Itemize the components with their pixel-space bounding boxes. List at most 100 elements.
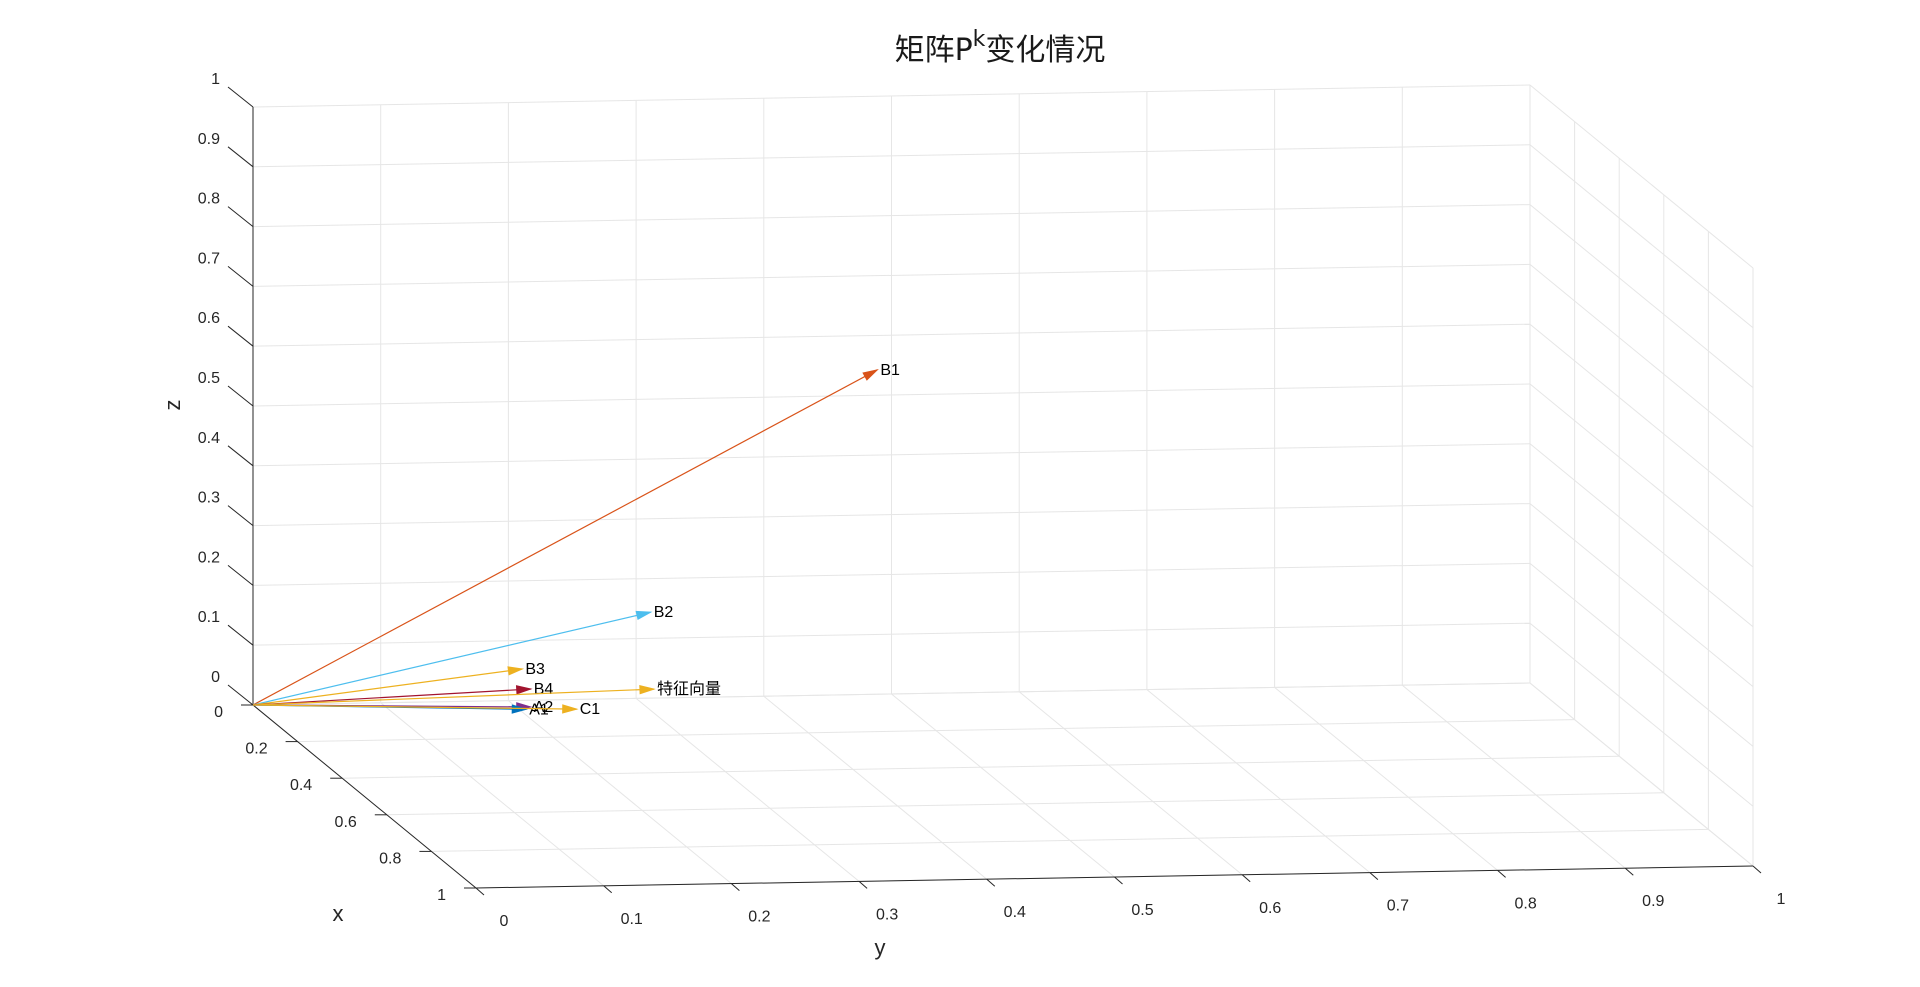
y-tick-mark [1624,867,1634,876]
grid-line-x-floor [342,755,1620,779]
grid-line-z-side [1529,383,1754,568]
y-tick-label: 1 [1777,891,1786,908]
vector-arrowhead [862,368,879,381]
vector-label: B2 [654,604,674,621]
vector-label: B4 [534,681,554,698]
z-tick-label: 0.4 [198,430,220,447]
grid-line-z-back [252,323,1531,347]
vector-label: B3 [525,661,545,678]
y-tick-mark [731,883,740,891]
z-tick-mark [227,146,254,168]
grid-line-z-back [252,84,1531,108]
grid-line-y-floor [1401,684,1626,869]
x-tick-label: 0.6 [335,814,357,831]
grid-line-z-side [1529,264,1754,448]
z-tick-mark [227,684,254,706]
grid-line-z-side [1529,503,1754,687]
z-tick-label: 0.8 [198,191,220,208]
grid-line-z-back [252,144,1531,168]
vector-arrowhead [511,704,529,714]
z-tick-label: 1 [211,71,220,88]
y-axis-label: y [875,935,886,960]
z-tick-label: 0.7 [198,250,220,267]
y-tick-mark [475,887,485,896]
vector-arrowhead [635,610,653,621]
grid-line-x-floor [386,792,1664,816]
grid-line-z-back [252,503,1531,527]
vector-arrowhead [639,685,656,695]
z-axis-label: z [160,400,185,411]
x-tick-label: 0.4 [290,777,312,794]
z-tick-mark [227,385,254,407]
z-tick-label: 0.9 [198,131,220,148]
y-tick-label: 0.9 [1642,893,1664,910]
z-tick-label: 0.5 [198,370,220,387]
grid-line-y-floor [1018,691,1243,876]
z-tick-mark [227,86,254,108]
x-tick-label: 0.2 [245,741,267,758]
grid-line-z-back [252,443,1531,467]
y-tick-mark [1369,872,1379,880]
grid-line-z-side [1529,323,1754,508]
vector-arrowhead [515,685,533,695]
vector-label: 特征向量 [657,680,721,698]
grid-line-z-side [1529,622,1754,807]
grid-line-x-floor [431,828,1709,852]
y-tick-label: 0.8 [1514,895,1536,912]
y-tick-label: 0.4 [1004,904,1026,921]
vector-label: A2 [534,699,554,716]
z-tick-label: 0.2 [198,549,220,566]
grid-line-y-floor [1274,687,1498,871]
vector-label: B1 [880,362,900,379]
z-tick-mark [227,505,254,526]
grid-line-z-side [1529,443,1754,628]
y-tick-mark [986,878,996,887]
grid-line-x-floor [297,719,1575,743]
grid-line-y-floor [635,698,860,882]
y-tick-label: 0.1 [621,911,643,928]
y-tick-label: 0.2 [748,909,770,926]
chart-title: 矩阵Pk变化情况 [895,27,1106,68]
grid-line-z-back [252,622,1531,646]
title-tail: 变化情况 [985,33,1105,68]
y-tick-mark [1241,874,1251,883]
x-tick-label: 0.8 [379,850,401,867]
y-tick-mark [1114,876,1123,885]
z-tick-mark [227,565,254,586]
x-axis-line [252,704,477,889]
vector-arrowhead [562,704,579,714]
grid-line-z-back [252,204,1531,228]
axis-layer: 0 0.1 0.2 0.3 0.4 0.5 0.6 0.7 0.8 0.9 1 0 0.2 0.4 0.6 0… [198,71,1786,930]
x-tick-label: 0 [214,704,223,721]
y-tick-mark [1752,865,1762,874]
vector-line [252,704,577,710]
y-tick-label: 0 [500,913,509,930]
grid-line-z-back [252,383,1531,407]
grid-line-z-back [252,562,1531,586]
grid-line-z-back [252,682,1531,706]
grid-line-y-floor [1146,689,1371,873]
grid-line-z-side [1529,682,1754,867]
grid-line-z-side [1529,144,1754,329]
grid-line-y-floor [763,695,988,880]
y-tick-label: 0.5 [1131,902,1153,919]
vector-line [252,668,523,706]
grid-line-z-side [1529,563,1754,747]
grid-line-y-floor [891,693,1115,878]
vector-line [252,688,531,706]
title-superscript: k [973,27,986,52]
y-tick-label: 0.3 [876,906,898,923]
grid-line-y-floor [380,702,605,887]
grid-line-z-side [1529,84,1754,269]
x-tick-label: 1 [437,887,446,904]
z-tick-mark [227,624,254,646]
z-tick-mark [227,325,254,347]
z-tick-label: 0.6 [198,310,220,327]
z-tick-mark [227,445,254,467]
grid-line-z-side [1529,204,1754,388]
vector-label: A1 [529,701,549,718]
vector-label: C1 [580,701,601,718]
z-tick-label: 0.3 [198,490,220,507]
z-tick-label: 0.1 [198,609,220,626]
